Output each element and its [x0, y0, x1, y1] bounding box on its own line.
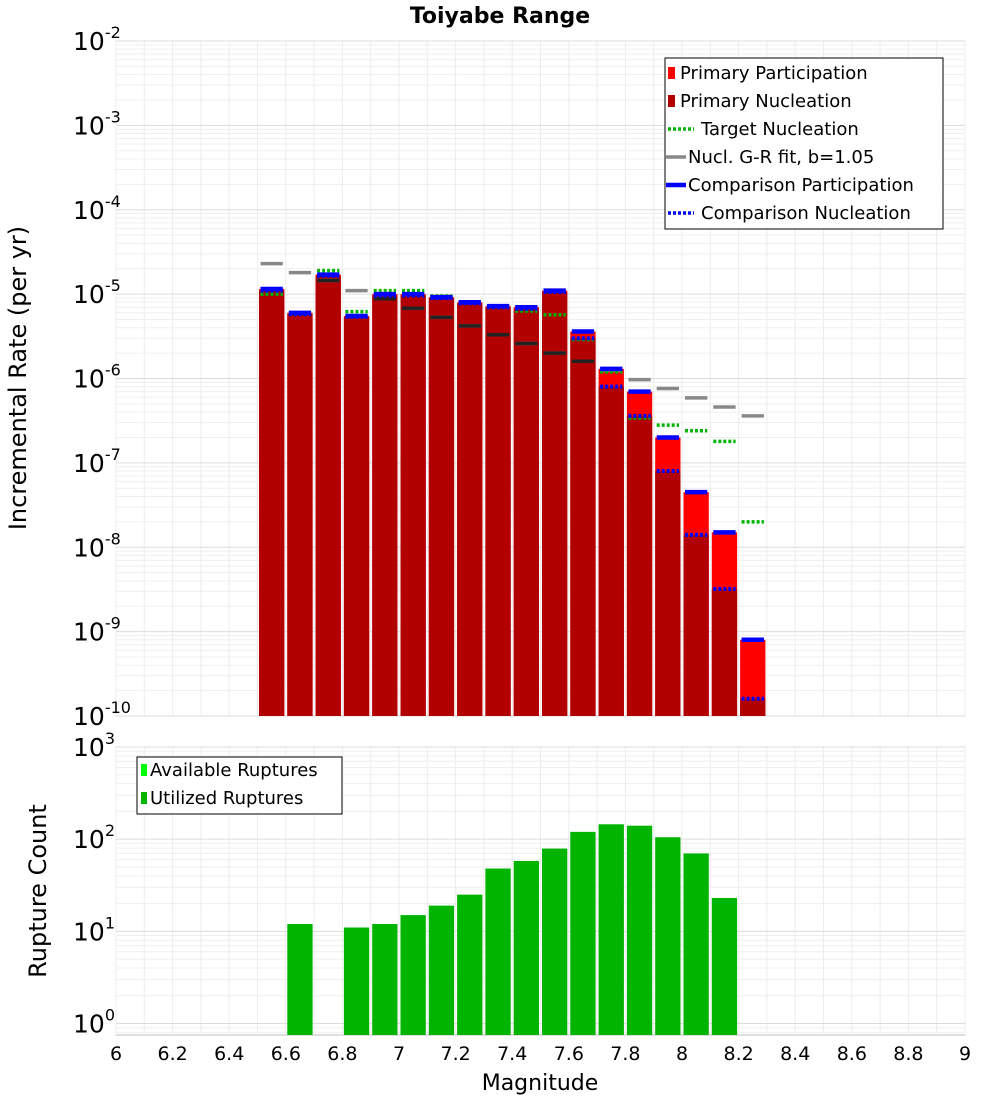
x-tick-label: 6	[110, 1043, 122, 1065]
bar-utilized-ruptures	[513, 860, 539, 1035]
x-tick-label: 7.6	[554, 1043, 584, 1065]
y-tick-label: 101	[73, 913, 115, 946]
bar-nucleation	[655, 471, 681, 716]
top-bars	[259, 274, 766, 716]
y-tick-label: 10-8	[73, 529, 121, 562]
bar-nucleation	[457, 303, 483, 716]
y-tick-label: 10-9	[73, 614, 121, 647]
legend-swatch	[668, 67, 675, 79]
x-tick-label: 6.2	[157, 1043, 187, 1065]
bar-nucleation	[542, 291, 568, 716]
x-tick-label: 8.8	[893, 1043, 923, 1065]
x-tick-label: 6.6	[271, 1043, 301, 1065]
legend-swatch	[141, 764, 147, 776]
x-tick-label: 6.4	[214, 1043, 244, 1065]
y-tick-label: 10-7	[73, 445, 121, 478]
x-tick-label: 8	[676, 1043, 688, 1065]
bar-utilized-ruptures	[598, 824, 624, 1035]
bottom-legend: Available Ruptures Utilized Ruptures	[136, 756, 343, 815]
y-tick-label: 10-6	[73, 361, 121, 394]
bottom-y-axis-label: Rupture Count	[24, 804, 52, 978]
legend-label: Comparison Participation	[688, 175, 914, 196]
legend-label: Primary Participation	[680, 63, 868, 84]
legend-label: Comparison Nucleation	[701, 203, 911, 224]
x-tick-label: 7.8	[610, 1043, 640, 1065]
bar-utilized-ruptures	[372, 924, 398, 1035]
x-tick-label: 8.6	[837, 1043, 867, 1065]
bottom-bars	[287, 824, 738, 1035]
legend-label: Utilized Ruptures	[150, 788, 303, 809]
x-tick-label: 6.8	[327, 1043, 357, 1065]
y-tick-label: 102	[73, 821, 115, 854]
bar-utilized-ruptures	[711, 897, 738, 1035]
bar-nucleation	[372, 295, 398, 716]
x-tick-label: 7.2	[440, 1043, 470, 1065]
legend-label: Available Ruptures	[150, 760, 318, 781]
bar-nucleation	[683, 534, 709, 716]
legend-label: Nucl. G-R fit, b=1.05	[688, 147, 874, 168]
x-tick-label: 8.2	[723, 1043, 753, 1065]
x-ticks: 6 6.2 6.4 6.6 6.8 7 7.2 7.4 7.6 7.8 8 8.2 8.4 8.6 8.8 9	[110, 1043, 971, 1065]
bar-nucleation	[259, 290, 285, 716]
x-axis-label: Magnitude	[482, 1071, 599, 1096]
bar-nucleation	[287, 314, 313, 716]
bar-nucleation	[740, 698, 766, 716]
bar-nucleation	[598, 386, 624, 716]
bar-utilized-ruptures	[457, 894, 483, 1035]
bar-utilized-ruptures	[570, 831, 596, 1035]
bar-utilized-ruptures	[485, 868, 511, 1035]
y-tick-label: 10-2	[73, 23, 121, 56]
bar-utilized-ruptures	[626, 825, 653, 1035]
bar-utilized-ruptures	[287, 924, 313, 1035]
bar-nucleation	[343, 316, 370, 716]
bar-nucleation	[400, 295, 426, 716]
legend-label: Primary Nucleation	[680, 91, 852, 112]
bar-nucleation	[570, 338, 596, 716]
x-tick-label: 7	[393, 1043, 405, 1065]
bar-nucleation	[315, 275, 341, 716]
legend-box	[664, 57, 944, 230]
y-tick-label: 100	[73, 1005, 115, 1038]
legend-label: Target Nucleation	[700, 119, 859, 140]
bar-utilized-ruptures	[343, 927, 370, 1035]
bar-utilized-ruptures	[542, 848, 568, 1035]
y-tick-label: 10-5	[73, 276, 121, 309]
top-y-ticks: 10-10 10-9 10-8 10-7 10-6 10-5 10-4 10-3 10-2	[73, 23, 131, 731]
top-lines	[260, 261, 764, 701]
x-tick-label: 8.4	[780, 1043, 810, 1065]
bar-nucleation	[428, 297, 455, 716]
y-tick-label: 103	[73, 729, 115, 762]
y-tick-label: 10-10	[73, 698, 131, 731]
y-tick-label: 10-3	[73, 107, 121, 140]
top-legend: Primary Participation Primary Nucleation T…	[664, 57, 944, 230]
legend-swatch	[141, 792, 147, 804]
bar-utilized-ruptures	[655, 837, 681, 1035]
bar-nucleation	[513, 308, 539, 716]
bottom-y-ticks: 100 101 102 103	[73, 729, 115, 1038]
x-tick-label: 9	[959, 1043, 971, 1065]
chart-title: Toiyabe Range	[410, 4, 590, 29]
y-tick-label: 10-4	[73, 192, 121, 225]
bar-nucleation	[485, 307, 511, 716]
bar-utilized-ruptures	[428, 905, 455, 1035]
x-tick-label: 7.4	[497, 1043, 527, 1065]
bar-nucleation	[711, 589, 738, 716]
bar-utilized-ruptures	[683, 853, 709, 1035]
legend-swatch	[668, 95, 675, 107]
top-y-axis-label: Incremental Rate (per yr)	[4, 226, 32, 530]
legend-box	[136, 756, 343, 815]
bar-nucleation	[626, 415, 653, 716]
bar-utilized-ruptures	[400, 915, 426, 1035]
